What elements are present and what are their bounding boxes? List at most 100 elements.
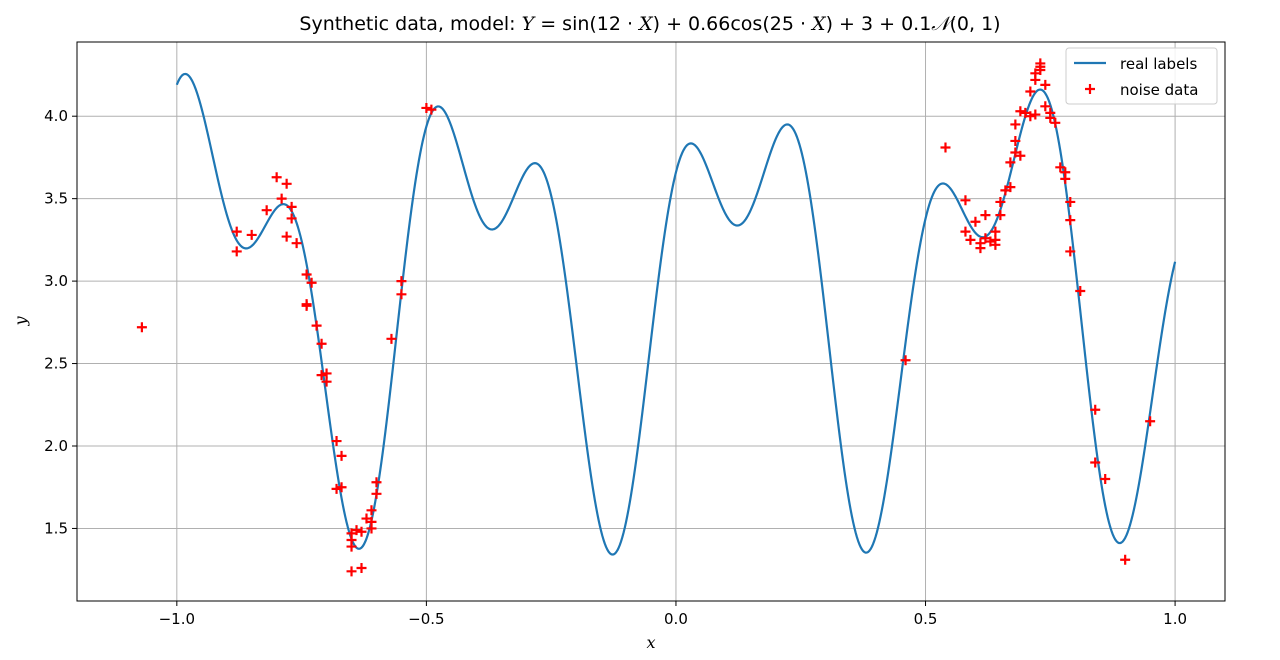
noise-data-point — [975, 243, 986, 254]
noise-data-point — [990, 226, 1001, 237]
noise-data-point — [336, 482, 347, 493]
noise-data-point — [1060, 173, 1071, 184]
noise-data-point — [396, 289, 407, 300]
noise-data-point — [311, 320, 322, 331]
y-tick-label: 1.5 — [44, 519, 68, 537]
formula-x1: X — [637, 13, 654, 35]
noise-data-point — [346, 541, 357, 552]
noise-data-point — [281, 231, 292, 242]
y-tick-label: 3.5 — [44, 190, 68, 208]
noise-data-series — [136, 58, 1156, 577]
real-labels-series — [175, 72, 1177, 556]
noise-data-point — [1045, 112, 1056, 123]
noise-data-point — [286, 213, 297, 224]
noise-data-point — [1065, 246, 1076, 257]
noise-data-point — [426, 104, 437, 115]
noise-data-point — [301, 269, 312, 280]
x-tick-label: 1.0 — [1163, 610, 1187, 628]
y-axis-label: y — [11, 316, 30, 327]
noise-data-point — [246, 229, 257, 240]
noise-data-point — [1030, 109, 1041, 120]
noise-data-point — [1015, 150, 1026, 161]
noise-data-point — [995, 196, 1006, 207]
noise-data-point — [261, 205, 272, 216]
noise-data-point — [1145, 416, 1156, 427]
noise-data-point — [1005, 182, 1016, 193]
x-tick-label: −1.0 — [159, 610, 195, 628]
noise-data-point — [1090, 404, 1101, 415]
noise-data-point — [371, 477, 382, 488]
noise-data-point — [336, 450, 347, 461]
noise-data-point — [980, 210, 991, 221]
noise-data-point — [1050, 117, 1061, 128]
noise-data-point — [421, 102, 432, 113]
noise-data-point — [366, 523, 377, 534]
noise-data-point — [291, 238, 302, 249]
noise-data-point — [1005, 157, 1016, 168]
noise-data-point — [331, 483, 342, 494]
legend: real labels noise data — [1065, 47, 1218, 105]
y-tick-label: 4.0 — [44, 107, 68, 125]
noise-data-point — [965, 234, 976, 245]
x-tick-label: 0.5 — [914, 610, 938, 628]
formula-x2: X — [810, 13, 827, 35]
noise-data-point — [1025, 86, 1036, 97]
noise-data-point — [1040, 79, 1051, 90]
noise-data-point — [1055, 162, 1066, 173]
noise-data-point — [356, 526, 367, 537]
noise-data-point — [136, 322, 147, 333]
noise-data-point — [306, 277, 317, 288]
noise-data-point — [1065, 215, 1076, 226]
chart-title: Synthetic data, model: Y = sin(12 · X) +… — [299, 13, 1000, 35]
y-tick-label: 2.0 — [44, 437, 68, 455]
chart-title-prefix: Synthetic data, model: — [299, 13, 521, 35]
noise-data-point — [1025, 111, 1036, 122]
noise-data-point — [321, 376, 332, 387]
noise-data-point — [286, 201, 297, 212]
noise-data-point — [960, 226, 971, 237]
noise-data-point — [351, 525, 362, 536]
noise-data-point — [1065, 196, 1076, 207]
legend-label-real-labels: real labels — [1120, 55, 1197, 73]
noise-data-point — [231, 246, 242, 257]
noise-data-point — [281, 178, 292, 189]
x-tick-label: 0.0 — [664, 610, 688, 628]
axis-ticks: −1.0 −0.5 0.0 0.5 1.0 1.5 2.0 2.5 3.0 3.5 4.0 — [44, 107, 1187, 628]
legend-plus-swatch — [1085, 84, 1095, 94]
noise-data-point — [990, 239, 1001, 250]
y-tick-label: 3.0 — [44, 272, 68, 290]
formula-part-3: ) + 0.66cos(25 · — [653, 13, 812, 35]
noise-data-point — [1100, 473, 1111, 484]
noise-data-point — [231, 226, 242, 237]
noise-data-point — [1015, 106, 1026, 117]
noise-data-point — [386, 333, 397, 344]
noise-data-point — [346, 566, 357, 577]
noise-data-point — [366, 505, 377, 516]
noise-data-point — [960, 195, 971, 206]
formula-y: Y — [522, 13, 537, 35]
noise-data-point — [1040, 101, 1051, 112]
noise-data-point — [900, 355, 911, 366]
noise-data-point — [371, 488, 382, 499]
noise-data-point — [301, 300, 312, 311]
legend-label-noise-data: noise data — [1120, 81, 1198, 99]
noise-data-point — [396, 276, 407, 287]
x-axis-label: x — [646, 633, 655, 652]
legend-plus-marker — [1085, 84, 1095, 94]
noise-data-point — [1075, 285, 1086, 296]
real-labels-line — [175, 72, 1177, 556]
noise-data-point — [1010, 119, 1021, 130]
formula-part-5: ) + 3 + 0.1 — [826, 13, 932, 35]
noise-data-point — [995, 210, 1006, 221]
noise-data-point — [331, 436, 342, 447]
noise-data-point — [271, 172, 282, 183]
noise-data-point — [1010, 135, 1021, 146]
formula-part-7: (0, 1) — [950, 13, 1001, 35]
formula-normal: 𝒩 — [931, 13, 955, 35]
y-tick-label: 2.5 — [44, 355, 68, 373]
grid — [77, 42, 1225, 601]
noise-data-point — [316, 338, 327, 349]
noise-data-point — [970, 216, 981, 227]
noise-data-point — [276, 193, 287, 204]
